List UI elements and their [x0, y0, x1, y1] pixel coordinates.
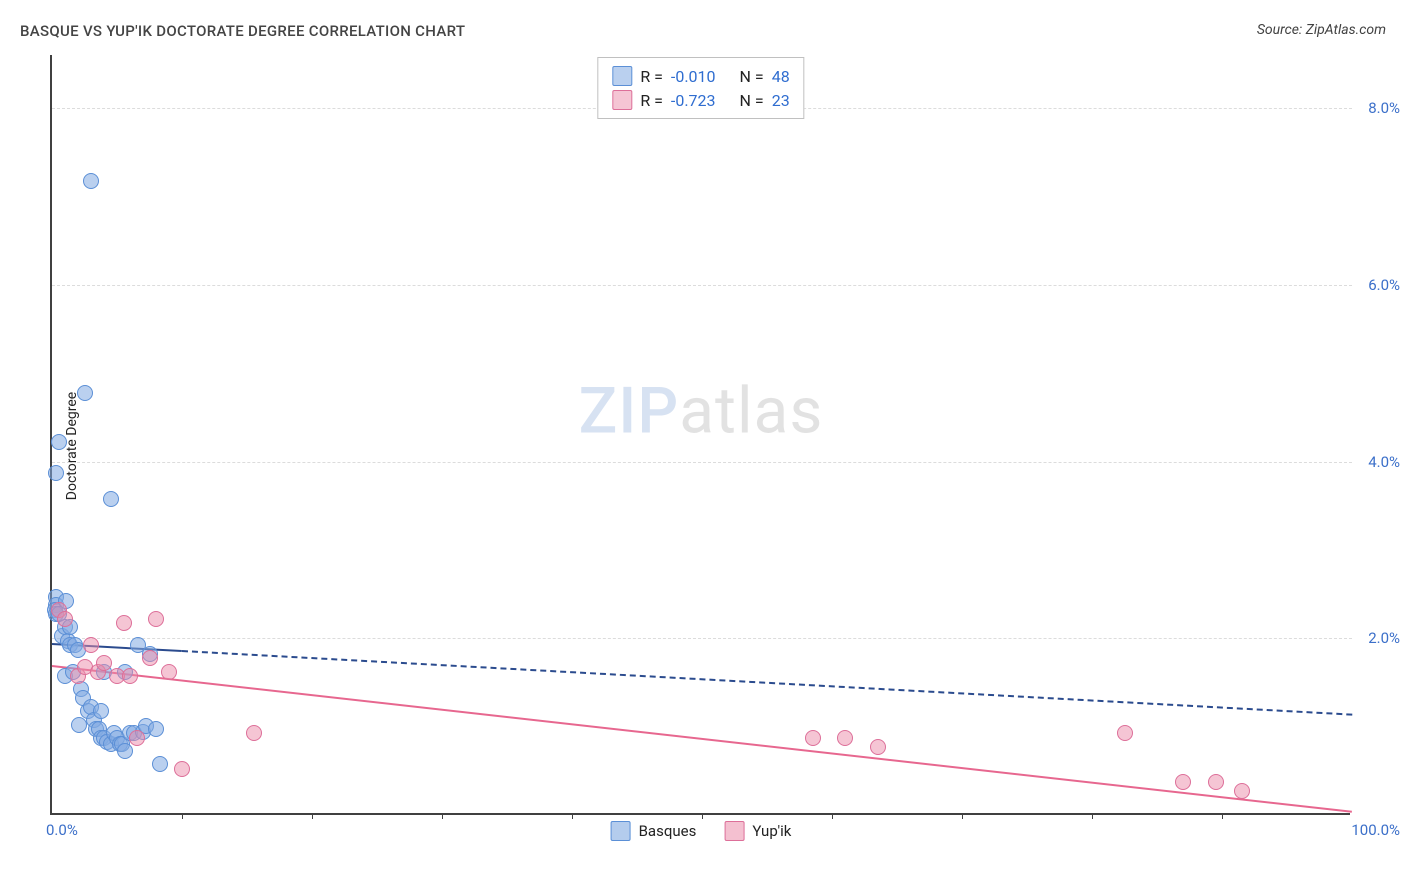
data-point — [122, 668, 138, 684]
plot-container: ZIPatlas R = -0.010 N = 48 R = -0.723 N … — [50, 55, 1380, 845]
data-point — [83, 637, 99, 653]
x-tick-label-left: 0.0% — [46, 821, 78, 839]
legend-R-value-basques: -0.010 — [671, 67, 716, 86]
legend-R-label: R = — [640, 91, 663, 110]
x-tick-label-right: 100.0% — [1351, 821, 1400, 839]
data-point — [1175, 774, 1191, 790]
data-point — [77, 385, 93, 401]
watermark-atlas: atlas — [679, 374, 823, 449]
data-point — [837, 730, 853, 746]
legend-R-value-yupik: -0.723 — [671, 91, 716, 110]
y-tick-label: 4.0% — [1356, 453, 1400, 471]
x-tick — [442, 813, 443, 819]
legend-swatch-basques — [611, 821, 631, 841]
legend-label-yupik: Yup'ik — [752, 822, 791, 840]
data-point — [57, 611, 73, 627]
legend-N-value-basques: 48 — [772, 67, 790, 86]
data-point — [174, 761, 190, 777]
chart-title: BASQUE VS YUP'IK DOCTORATE DEGREE CORREL… — [20, 22, 465, 40]
data-point — [152, 756, 168, 772]
legend-swatch-yupik — [724, 821, 744, 841]
legend-swatch-yupik — [612, 90, 632, 110]
plot-area: ZIPatlas R = -0.010 N = 48 R = -0.723 N … — [50, 55, 1350, 815]
gridline — [52, 638, 1352, 639]
chart-source: Source: ZipAtlas.com — [1257, 22, 1386, 38]
y-tick-label: 2.0% — [1356, 629, 1400, 647]
x-tick — [962, 813, 963, 819]
x-tick — [1092, 813, 1093, 819]
data-point — [161, 664, 177, 680]
legend-N-label: N = — [740, 91, 764, 110]
series-legend: Basques Yup'ik — [611, 821, 792, 841]
legend-row-yupik: R = -0.723 N = 23 — [612, 88, 789, 112]
legend-item-basques: Basques — [611, 821, 697, 841]
gridline — [52, 462, 1352, 463]
watermark-zip: ZIP — [579, 374, 680, 449]
data-point — [1117, 725, 1133, 741]
data-point — [116, 615, 132, 631]
y-tick-label: 8.0% — [1356, 99, 1400, 117]
legend-label-basques: Basques — [639, 822, 697, 840]
legend-N-label: N = — [740, 67, 764, 86]
data-point — [93, 703, 109, 719]
trend-line — [182, 650, 1352, 716]
data-point — [51, 434, 67, 450]
legend-row-basques: R = -0.010 N = 48 — [612, 64, 789, 88]
y-tick-label: 6.0% — [1356, 276, 1400, 294]
legend-N-value-yupik: 23 — [772, 91, 790, 110]
gridline — [52, 285, 1352, 286]
data-point — [1208, 774, 1224, 790]
correlation-legend: R = -0.010 N = 48 R = -0.723 N = 23 — [597, 57, 804, 119]
data-point — [1234, 783, 1250, 799]
data-point — [83, 173, 99, 189]
data-point — [48, 465, 64, 481]
x-tick — [312, 813, 313, 819]
data-point — [96, 655, 112, 671]
legend-item-yupik: Yup'ik — [724, 821, 791, 841]
data-point — [805, 730, 821, 746]
data-point — [148, 611, 164, 627]
watermark: ZIPatlas — [579, 374, 824, 449]
x-tick — [832, 813, 833, 819]
data-point — [870, 739, 886, 755]
data-point — [148, 721, 164, 737]
legend-R-label: R = — [640, 67, 663, 86]
x-tick — [1222, 813, 1223, 819]
data-point — [142, 650, 158, 666]
x-tick — [572, 813, 573, 819]
data-point — [103, 491, 119, 507]
legend-swatch-basques — [612, 66, 632, 86]
data-point — [129, 730, 145, 746]
x-tick — [182, 813, 183, 819]
data-point — [117, 743, 133, 759]
x-tick — [702, 813, 703, 819]
data-point — [246, 725, 262, 741]
data-point — [71, 717, 87, 733]
